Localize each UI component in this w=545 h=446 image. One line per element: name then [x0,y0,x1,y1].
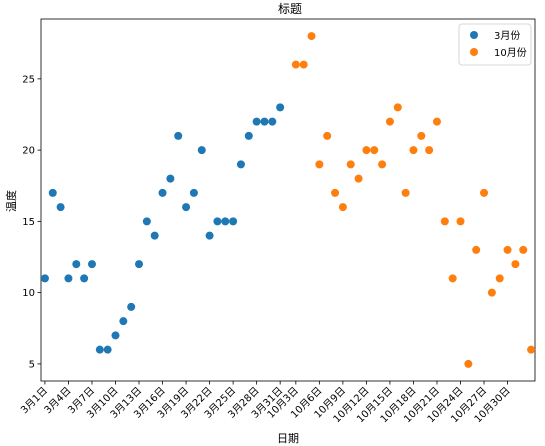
legend-label-march: 3月份 [494,30,520,42]
legend-marker-october [470,48,478,56]
data-point-october [393,103,402,112]
data-point-october [401,188,410,197]
data-point-march [103,345,112,354]
legend: 3月份 10月份 [458,23,532,66]
data-point-october [409,146,418,155]
data-point-october [417,131,426,140]
data-point-march [158,188,167,197]
data-point-march [111,331,120,340]
data-point-march [135,260,144,269]
data-point-october [425,146,434,155]
data-point-march [268,117,277,126]
data-point-march [64,274,73,283]
data-point-march [174,131,183,140]
data-point-october [323,131,332,140]
data-point-october [487,288,496,297]
legend-label-october: 10月份 [494,47,527,59]
data-point-march [127,302,136,311]
data-point-march [119,317,128,326]
data-point-october [448,274,457,283]
data-point-october [472,245,481,254]
data-point-october [495,274,504,283]
data-point-october [440,217,449,226]
data-point-october [370,146,379,155]
data-point-march [150,231,159,240]
data-point-october [315,160,324,169]
data-point-october [385,117,394,126]
data-point-october [331,188,340,197]
data-point-march [182,203,191,212]
data-point-october [480,188,489,197]
data-point-october [456,217,465,226]
data-point-march [244,131,253,140]
y-tick-label: 15 [22,217,35,228]
data-point-october [346,160,355,169]
legend-marker-march [470,31,478,39]
data-points [40,32,536,368]
data-point-march [56,203,65,212]
y-tick-label: 20 [22,146,35,157]
data-point-march [80,274,89,283]
data-point-october [362,146,371,155]
data-point-october [291,60,300,69]
data-point-march [221,217,230,226]
data-point-march [189,188,198,197]
data-point-march [142,217,151,226]
data-point-october [432,117,441,126]
y-axis-label: 温度 [4,190,18,212]
y-tick-label: 25 [22,74,35,85]
data-point-march [197,146,206,155]
data-point-march [260,117,269,126]
data-point-march [48,188,57,197]
data-point-march [87,260,96,269]
x-axis-label: 日期 [277,432,299,445]
x-axis: 3月1日3月4日3月7日3月10日3月13日3月16日3月19日3月22日3月2… [18,381,513,425]
plot-area [40,18,536,382]
data-point-march [236,160,245,169]
data-point-october [464,359,473,368]
data-point-october [299,60,308,69]
y-tick-label: 5 [29,359,35,370]
y-axis: 5 10 15 20 25 [22,74,41,370]
data-point-october [519,245,528,254]
data-point-october [503,245,512,254]
data-point-march [205,231,214,240]
data-point-march [252,117,261,126]
y-tick-label: 10 [22,288,35,299]
data-point-march [166,174,175,183]
data-point-october [527,345,536,354]
data-point-october [307,32,316,41]
chart-title: 标题 [278,2,302,16]
data-point-october [511,260,520,269]
data-point-october [378,160,387,169]
data-point-march [72,260,81,269]
data-point-march [276,103,285,112]
data-point-october [338,203,347,212]
data-point-march [213,217,222,226]
data-point-march [95,345,104,354]
data-point-march [229,217,238,226]
data-point-march [40,274,49,283]
data-point-october [354,174,363,183]
